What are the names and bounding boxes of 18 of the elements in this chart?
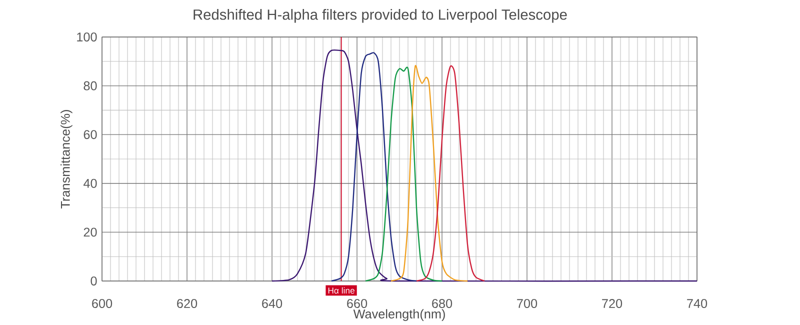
y-tick-label: 80: [84, 81, 97, 90]
y-tick-label: 60: [84, 130, 97, 139]
y-tick-label: 100: [77, 32, 97, 42]
x-tick-label: 700: [517, 298, 538, 308]
x-tick-label: 640: [262, 298, 282, 308]
x-tick-label: 620: [177, 298, 198, 308]
x-tick-label: 720: [602, 298, 622, 308]
chart-title: Redshifted H-alpha filters provided to Liverpool Telescope: [194, 8, 567, 22]
x-tick-label: 740: [687, 298, 708, 308]
x-tick-label: 680: [432, 298, 452, 308]
ref-line-label: Hα line: [328, 287, 354, 294]
y-tick-label: 20: [84, 228, 97, 236]
y-tick-label: 0: [90, 276, 97, 286]
x-axis-title: Wavelength(nm): [353, 308, 445, 321]
x-tick-label: 600: [92, 298, 112, 308]
x-tick-label: 660: [347, 298, 368, 308]
y-tick-label: 40: [84, 178, 97, 188]
y-axis-title: Transmittance(%): [60, 110, 72, 208]
